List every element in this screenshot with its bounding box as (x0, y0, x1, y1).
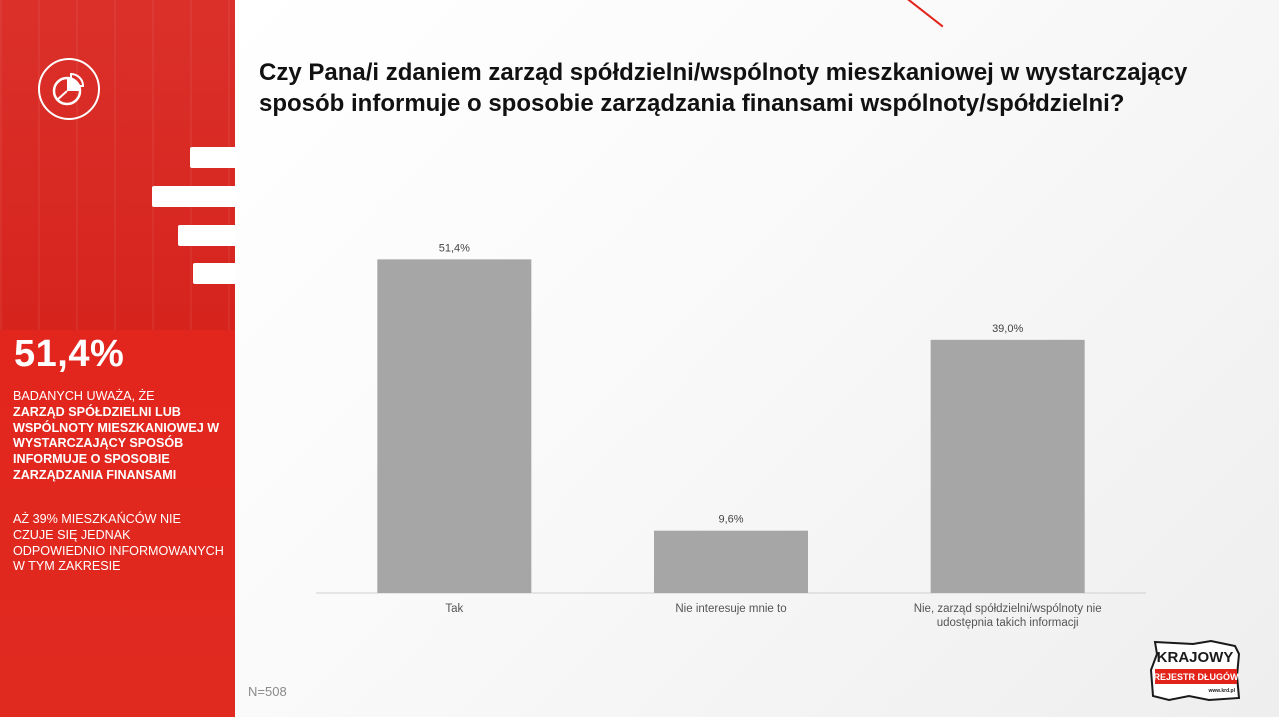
headline-stat: 51,4% (14, 333, 125, 375)
decorative-tab (152, 186, 235, 207)
sidebar-paragraph-1: BADANYCH UWAŻA, ŻE ZARZĄD SPÓŁDZIELNI LU… (13, 389, 225, 484)
sidebar-paragraph-1-bold: ZARZĄD SPÓŁDZIELNI LUB WSPÓLNOTY MIESZKA… (13, 404, 220, 482)
krd-logo-band (1155, 669, 1237, 684)
bar-data-label: 9,6% (718, 514, 743, 526)
bar-data-label: 39,0% (992, 323, 1023, 335)
bar-data-label: 51,4% (439, 242, 470, 254)
decorative-tab (178, 225, 235, 246)
page-title: Czy Pana/i zdaniem zarząd spółdzielni/ws… (259, 59, 1188, 117)
bar (654, 530, 808, 593)
krd-logo-line2: REJESTR DŁUGÓW (1153, 671, 1239, 682)
krd-logo-line1: KRAJOWY (1157, 649, 1234, 666)
category-tick-label: udostępnia takich informacji (937, 617, 1079, 629)
pie-chart-logo-icon (38, 58, 100, 120)
sample-size-label: N=508 (248, 684, 287, 699)
krd-logo-url: www.krd.pl (1208, 688, 1236, 694)
decorative-tab (193, 263, 235, 284)
bar (930, 339, 1085, 593)
category-tick-label: Nie interesuje mnie to (675, 603, 786, 615)
sidebar: 51,4% BADANYCH UWAŻA, ŻE ZARZĄD SPÓŁDZIE… (0, 0, 235, 717)
krd-logo: KRAJOWY REJESTR DŁUGÓW www.krd.pl (1149, 640, 1241, 702)
category-tick-label: Tak (445, 603, 463, 615)
decorative-tab (190, 147, 235, 168)
sidebar-paragraph-1-intro: BADANYCH UWAŻA, ŻE (13, 389, 155, 403)
bar (377, 259, 532, 593)
sidebar-paragraph-2: AŻ 39% MIESZKAŃCÓW NIE CZUJE SIĘ JEDNAK … (13, 512, 224, 574)
category-tick-label: Nie, zarząd spółdzielni/wspólnoty nie (914, 603, 1102, 615)
